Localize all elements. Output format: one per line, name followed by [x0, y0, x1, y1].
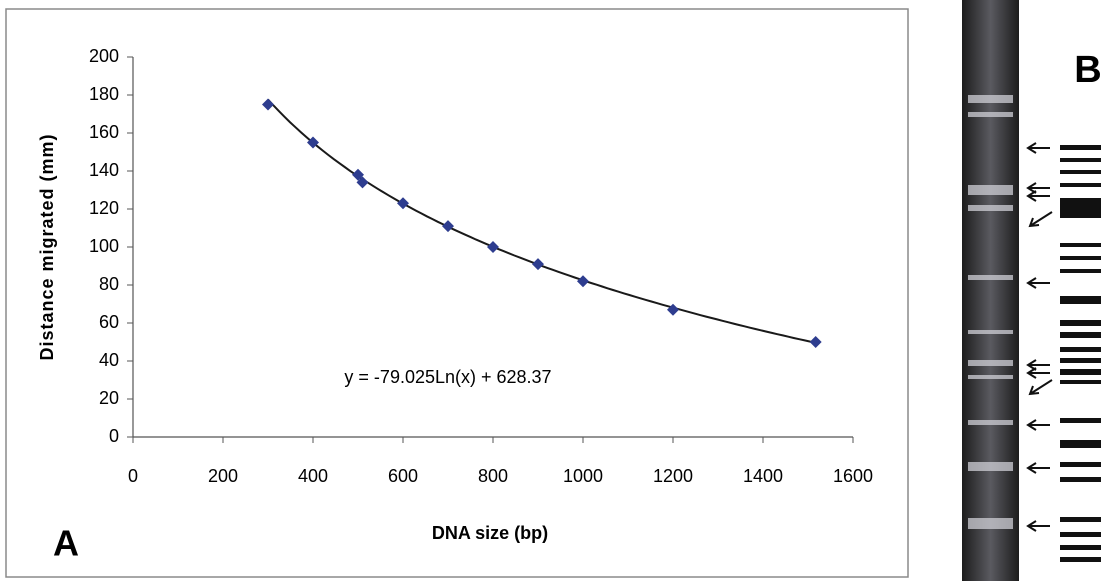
y-tick-label: 40: [99, 350, 119, 370]
gel-panel: B: [962, 0, 1101, 581]
y-tick-label: 100: [89, 236, 119, 256]
x-tick-label: 200: [208, 466, 238, 486]
x-tick-label: 800: [478, 466, 508, 486]
panel-a-border: [5, 8, 909, 578]
data-point: [532, 258, 544, 271]
y-tick-label: 160: [89, 122, 119, 142]
data-point: [577, 275, 589, 288]
data-point: [809, 336, 822, 348]
x-tick-label: 0: [128, 466, 138, 486]
x-axis-title: DNA size (bp): [432, 523, 548, 543]
x-tick-label: 1000: [563, 466, 603, 486]
panel-label: A: [53, 523, 79, 564]
y-axis-title: Distance migrated (mm): [37, 133, 57, 360]
y-tick-label: 60: [99, 312, 119, 332]
data-point: [352, 168, 364, 181]
gel-lane: [962, 0, 1019, 581]
arrows: [1026, 142, 1053, 532]
data-point: [487, 241, 499, 253]
data-point: [356, 176, 369, 189]
panel-label: B: [1074, 49, 1101, 91]
y-tick-label: 180: [89, 84, 119, 104]
x-tick-label: 400: [298, 466, 328, 486]
y-tick-label: 200: [89, 46, 119, 66]
y-tick-label: 140: [89, 160, 119, 180]
x-tick-label: 1200: [653, 466, 693, 486]
y-tick-label: 20: [99, 388, 119, 408]
y-tick-label: 0: [109, 426, 119, 446]
trendline-equation: y = -79.025Ln(x) + 628.37: [344, 367, 551, 387]
data-point: [307, 136, 319, 149]
data-point: [667, 303, 679, 316]
data-point: [262, 98, 274, 111]
y-tick-label: 120: [89, 198, 119, 218]
data-point: [397, 197, 409, 210]
x-tick-label: 600: [388, 466, 418, 486]
y-tick-label: 80: [99, 274, 119, 294]
ladder-bars: [1060, 145, 1101, 562]
gel-bands: [968, 95, 1013, 529]
x-tick-label: 1600: [833, 466, 873, 486]
x-tick-label: 1400: [743, 466, 783, 486]
data-point: [442, 220, 454, 233]
